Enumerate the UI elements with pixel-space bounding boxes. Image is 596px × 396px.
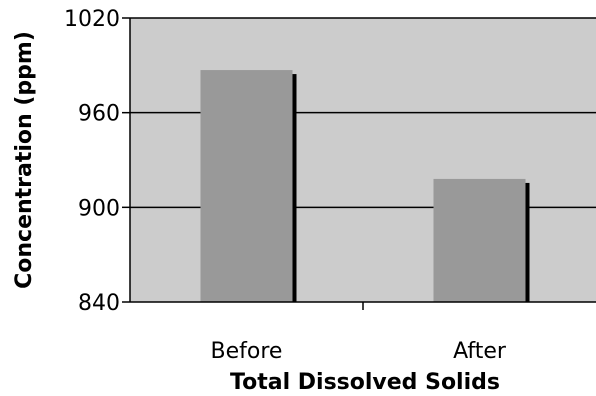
bar-shadow [292, 74, 297, 302]
bars [200, 70, 530, 302]
bar-shadow [525, 182, 530, 302]
y-axis-title: Concentration (ppm) [12, 31, 37, 289]
bar-after [433, 178, 526, 302]
x-tick-label: After [453, 339, 507, 364]
x-tick-label: Before [211, 339, 283, 364]
bar-before [200, 70, 293, 302]
y-tick-label: 900 [78, 196, 120, 221]
y-tick-label: 960 [78, 102, 120, 127]
y-tick-label: 840 [78, 291, 120, 316]
x-tick-labels: Before After [211, 302, 507, 364]
y-tick-label: 1020 [64, 7, 120, 32]
y-tick-labels: 840 900 960 1020 [64, 7, 130, 316]
x-axis-title: Total Dissolved Solids [230, 370, 500, 395]
